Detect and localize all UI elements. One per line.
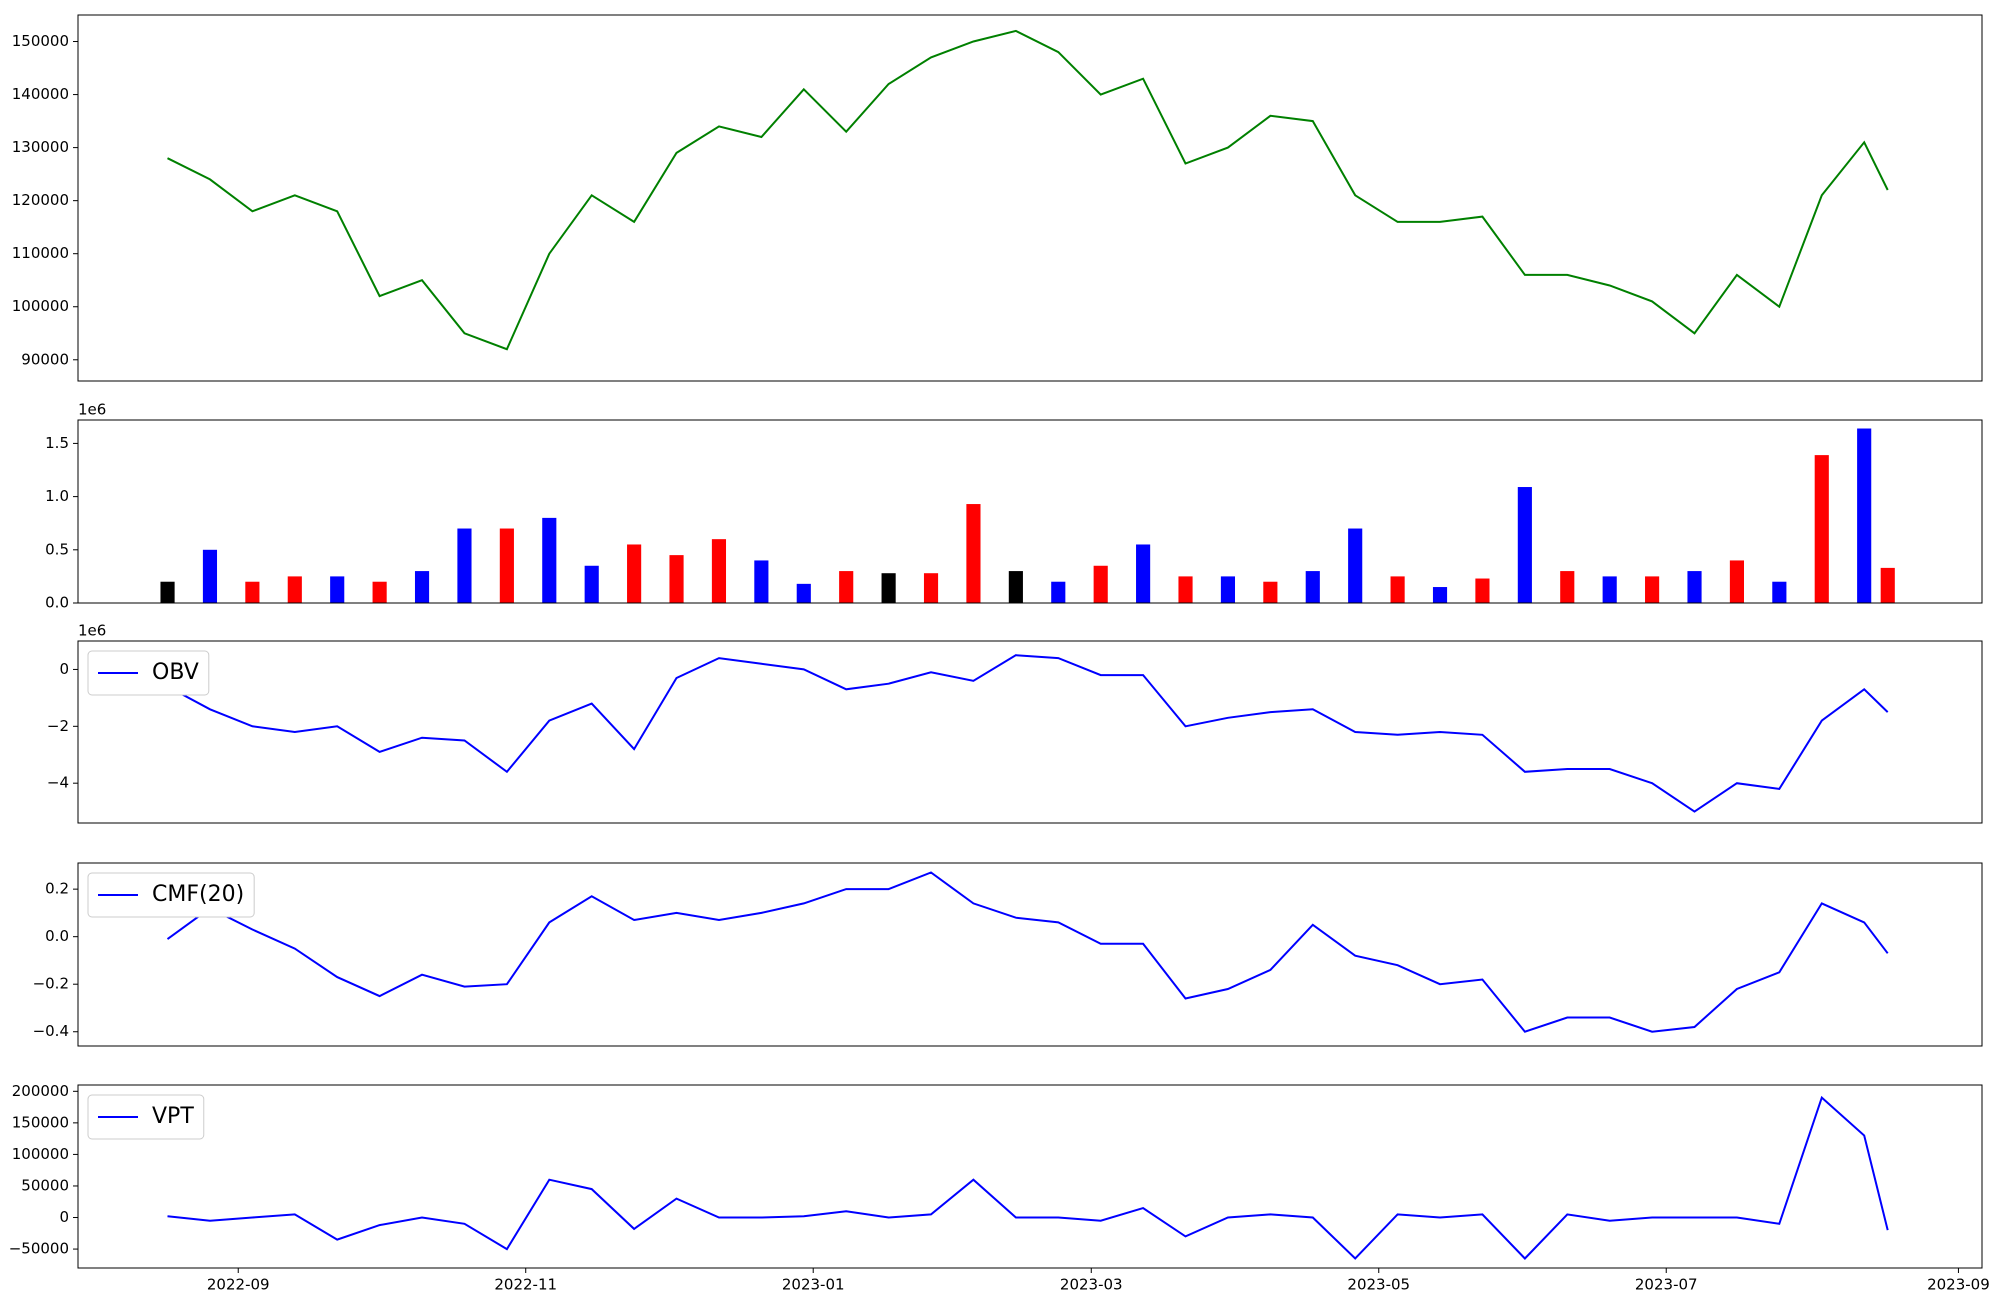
line-series — [167, 654, 1889, 813]
bar — [1220, 576, 1236, 603]
bar — [414, 571, 430, 603]
bar — [1602, 576, 1617, 603]
bar — [1857, 428, 1872, 603]
plot-frame — [77, 862, 1983, 1047]
bar — [1475, 578, 1490, 603]
bar — [499, 528, 514, 603]
bar — [669, 555, 684, 603]
bar — [330, 576, 345, 603]
y-tick-label: 100000 — [12, 1145, 69, 1163]
offset-label: 1e6 — [78, 401, 106, 419]
legend-label: VPT — [152, 1104, 194, 1129]
bar — [1348, 528, 1363, 603]
bar — [1880, 567, 1895, 603]
bar — [1517, 487, 1532, 603]
legend-box — [87, 1094, 205, 1140]
line-series — [167, 29, 1889, 351]
x-tick-label: 2023-03 — [1060, 1276, 1123, 1294]
bar — [839, 571, 854, 603]
y-tick-label: −50000 — [9, 1240, 69, 1258]
y-tick-label: 150000 — [12, 1113, 69, 1131]
bar — [542, 517, 557, 603]
y-tick-label: 0 — [59, 1208, 69, 1226]
bar — [881, 573, 896, 603]
bar — [1178, 576, 1193, 603]
y-tick-label: −2 — [47, 717, 69, 735]
plot-frame — [77, 640, 1983, 824]
x-tick-label: 2023-05 — [1347, 1276, 1410, 1294]
x-tick-label: 2023-07 — [1635, 1276, 1698, 1294]
bar — [1051, 581, 1066, 603]
bar — [1093, 565, 1108, 603]
y-tick-label: 110000 — [12, 244, 69, 262]
y-tick-label: 200000 — [12, 1082, 69, 1100]
legend-box — [87, 872, 255, 918]
legend-box — [87, 650, 210, 696]
bar — [966, 504, 981, 603]
bar — [457, 528, 472, 603]
bar — [372, 581, 387, 603]
y-tick-label: 0.5 — [45, 540, 69, 558]
bar — [711, 539, 727, 603]
line-series — [167, 1095, 1889, 1260]
y-tick-label: −4 — [47, 774, 69, 792]
bar — [1729, 560, 1744, 603]
bar — [584, 565, 599, 603]
y-tick-label: 100000 — [12, 297, 69, 315]
bar — [1263, 581, 1278, 603]
legend-label: CMF(20) — [152, 882, 244, 907]
bar — [160, 581, 175, 603]
bar — [1772, 581, 1787, 603]
bar — [923, 573, 939, 603]
bar — [1814, 455, 1829, 603]
y-tick-label: 120000 — [12, 191, 69, 209]
y-tick-label: 130000 — [12, 138, 69, 156]
bar — [1305, 571, 1320, 603]
x-tick-label: 2023-09 — [1927, 1276, 1990, 1294]
bar — [202, 549, 218, 603]
y-tick-label: −0.2 — [33, 975, 69, 993]
bar — [796, 583, 811, 603]
bar — [1645, 576, 1660, 603]
bar — [1432, 587, 1448, 603]
bar — [287, 576, 302, 603]
y-tick-label: 1.0 — [45, 487, 69, 505]
plot-frame — [77, 14, 1983, 382]
bar — [1390, 576, 1405, 603]
bar — [627, 544, 642, 603]
offset-label: 1e6 — [78, 622, 106, 640]
y-tick-label: 50000 — [21, 1176, 69, 1194]
y-tick-label: −0.4 — [33, 1022, 69, 1040]
bar — [1008, 571, 1023, 603]
y-tick-label: 0 — [59, 660, 69, 678]
y-tick-label: 1.5 — [45, 434, 69, 452]
x-tick-label: 2022-09 — [207, 1276, 270, 1294]
y-tick-label: 140000 — [12, 85, 69, 103]
plot-frame — [77, 1084, 1983, 1269]
x-tick-label: 2023-01 — [782, 1276, 845, 1294]
plot-frame — [77, 419, 1983, 604]
y-tick-label: 0.0 — [45, 594, 69, 612]
x-tick-label: 2022-11 — [494, 1276, 557, 1294]
y-tick-label: 0.0 — [45, 927, 69, 945]
y-tick-label: 150000 — [12, 32, 69, 50]
bar — [754, 560, 769, 603]
bar — [1687, 571, 1702, 603]
bar — [245, 581, 260, 603]
bar — [1136, 544, 1151, 603]
legend-label: OBV — [152, 660, 199, 685]
bar — [1560, 571, 1575, 603]
y-tick-label: 90000 — [21, 350, 69, 368]
y-tick-label: 0.2 — [45, 880, 69, 898]
line-series — [166, 871, 1889, 1033]
